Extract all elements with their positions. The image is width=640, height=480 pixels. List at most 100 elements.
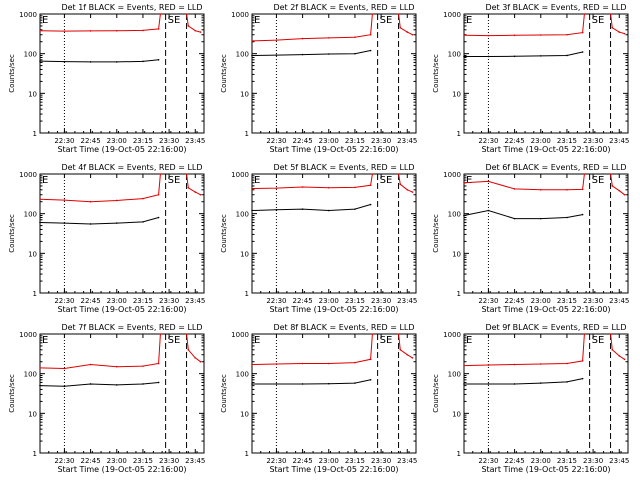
- x-tick-label: 23:30: [159, 457, 179, 465]
- lld-data-point: [623, 193, 626, 196]
- lld-data-point: [487, 34, 490, 37]
- lld-data-point: [369, 184, 372, 187]
- x-tick-label: 23:00: [531, 457, 551, 465]
- x-tick-label: 23:45: [185, 297, 205, 305]
- events-data-point: [354, 382, 356, 384]
- y-tick-label: 100: [448, 51, 461, 59]
- corner-label-se: SE: [592, 175, 605, 186]
- lld-data-point: [327, 37, 330, 39]
- events-series-line: [463, 209, 583, 220]
- corner-label-e: E: [254, 175, 260, 186]
- corner-label-se: SE: [168, 15, 181, 26]
- events-data-point: [566, 54, 568, 57]
- y-tick-label: 1: [33, 290, 37, 298]
- x-tick-label: 23:30: [371, 137, 391, 145]
- corner-label-se: SE: [380, 335, 393, 346]
- events-data-point: [63, 60, 66, 63]
- lld-data-point: [583, 173, 586, 175]
- events-series-line: [252, 379, 371, 385]
- y-tick-label: 10: [28, 410, 37, 418]
- x-axis-label: Start Time (19-Oct-05 22:16:00): [481, 465, 610, 474]
- events-data-point: [301, 383, 304, 385]
- events-data-point: [327, 209, 330, 212]
- y-tick-label: 1000: [231, 171, 249, 179]
- corner-label-se: SE: [380, 15, 393, 26]
- lld-data-point: [539, 34, 542, 36]
- x-axis-label: Start Time (19-Oct-05 22:16:00): [57, 305, 186, 314]
- y-tick-label: 1000: [19, 11, 37, 19]
- x-tick-label: 23:00: [319, 297, 339, 305]
- lld-data-point: [369, 358, 372, 361]
- x-tick-label: 23:30: [583, 297, 603, 305]
- events-data-point: [539, 382, 542, 384]
- events-data-point: [142, 60, 144, 63]
- events-series-line: [39, 59, 159, 63]
- lld-data-point: [251, 40, 253, 42]
- events-data-point: [251, 54, 253, 57]
- x-tick-label: 23:15: [133, 457, 153, 465]
- corner-label-se: SE: [168, 175, 181, 186]
- lld-data-point: [406, 188, 409, 191]
- y-tick-label: 1: [245, 290, 249, 298]
- x-tick-label: 22:45: [293, 297, 313, 305]
- events-data-point: [251, 383, 253, 385]
- events-data-point: [581, 377, 584, 380]
- events-series-line: [464, 378, 583, 385]
- plot-frame: [39, 333, 205, 454]
- lld-data-point: [142, 29, 144, 32]
- x-tick-label: 23:30: [371, 297, 391, 305]
- x-tick-label: 23:15: [345, 457, 365, 465]
- lld-data-point: [609, 173, 612, 175]
- x-tick-label: 23:30: [159, 297, 179, 305]
- events-data-point: [581, 213, 584, 216]
- x-tick-label: 22:30: [54, 457, 74, 465]
- lld-data-point: [463, 364, 465, 367]
- y-tick-label: 10: [452, 410, 461, 418]
- lld-data-point: [513, 363, 516, 366]
- lld-data-point: [301, 186, 304, 188]
- lld-data-point: [513, 188, 516, 190]
- lld-data-point: [199, 360, 202, 363]
- x-tick-label: 23:00: [319, 457, 339, 465]
- x-tick-label: 23:45: [397, 137, 417, 145]
- lld-data-point: [115, 29, 118, 32]
- lld-data-point: [354, 186, 356, 189]
- events-data-point: [39, 221, 41, 224]
- lld-data-point: [539, 188, 542, 191]
- events-data-point: [115, 384, 118, 386]
- events-data-point: [327, 382, 330, 385]
- lld-data-point: [157, 193, 160, 196]
- corner-label-e: E: [254, 335, 260, 346]
- corner-label-e: E: [42, 335, 48, 346]
- plot-frame: [251, 13, 417, 134]
- chart-title: Det 5f BLACK = Events, RED = LLD: [273, 163, 414, 172]
- events-data-point: [251, 209, 253, 212]
- lld-data-point: [411, 191, 414, 193]
- lld-data-point: [369, 33, 372, 36]
- events-data-point: [327, 53, 330, 55]
- x-tick-label: 23:00: [107, 297, 127, 305]
- lld-data-point: [397, 13, 400, 15]
- x-tick-label: 22:30: [478, 137, 498, 145]
- chart-panel-1: Det 1f BLACK = Events, RED = LLD Counts/s…: [8, 3, 205, 154]
- plot-frame: [251, 333, 417, 454]
- lld-data-point: [275, 363, 278, 365]
- y-tick-label: 10: [240, 250, 249, 258]
- lld-data-point: [581, 31, 584, 34]
- events-data-point: [89, 61, 92, 63]
- lld-data-point: [354, 36, 356, 39]
- lld-data-point: [487, 180, 490, 183]
- y-tick-label: 1: [33, 450, 37, 458]
- lld-data-point: [623, 358, 626, 361]
- lld-data-point: [399, 348, 402, 351]
- x-tick-label: 23:15: [133, 137, 153, 145]
- lld-data-point: [89, 363, 92, 366]
- events-series-line: [39, 217, 159, 225]
- x-tick-label: 22:45: [81, 297, 101, 305]
- lld-data-point: [397, 333, 400, 335]
- x-tick-label: 23:45: [185, 457, 205, 465]
- y-tick-label: 10: [452, 250, 461, 258]
- events-data-point: [275, 54, 278, 56]
- y-tick-label: 1000: [443, 331, 461, 339]
- x-tick-label: 22:45: [505, 137, 525, 145]
